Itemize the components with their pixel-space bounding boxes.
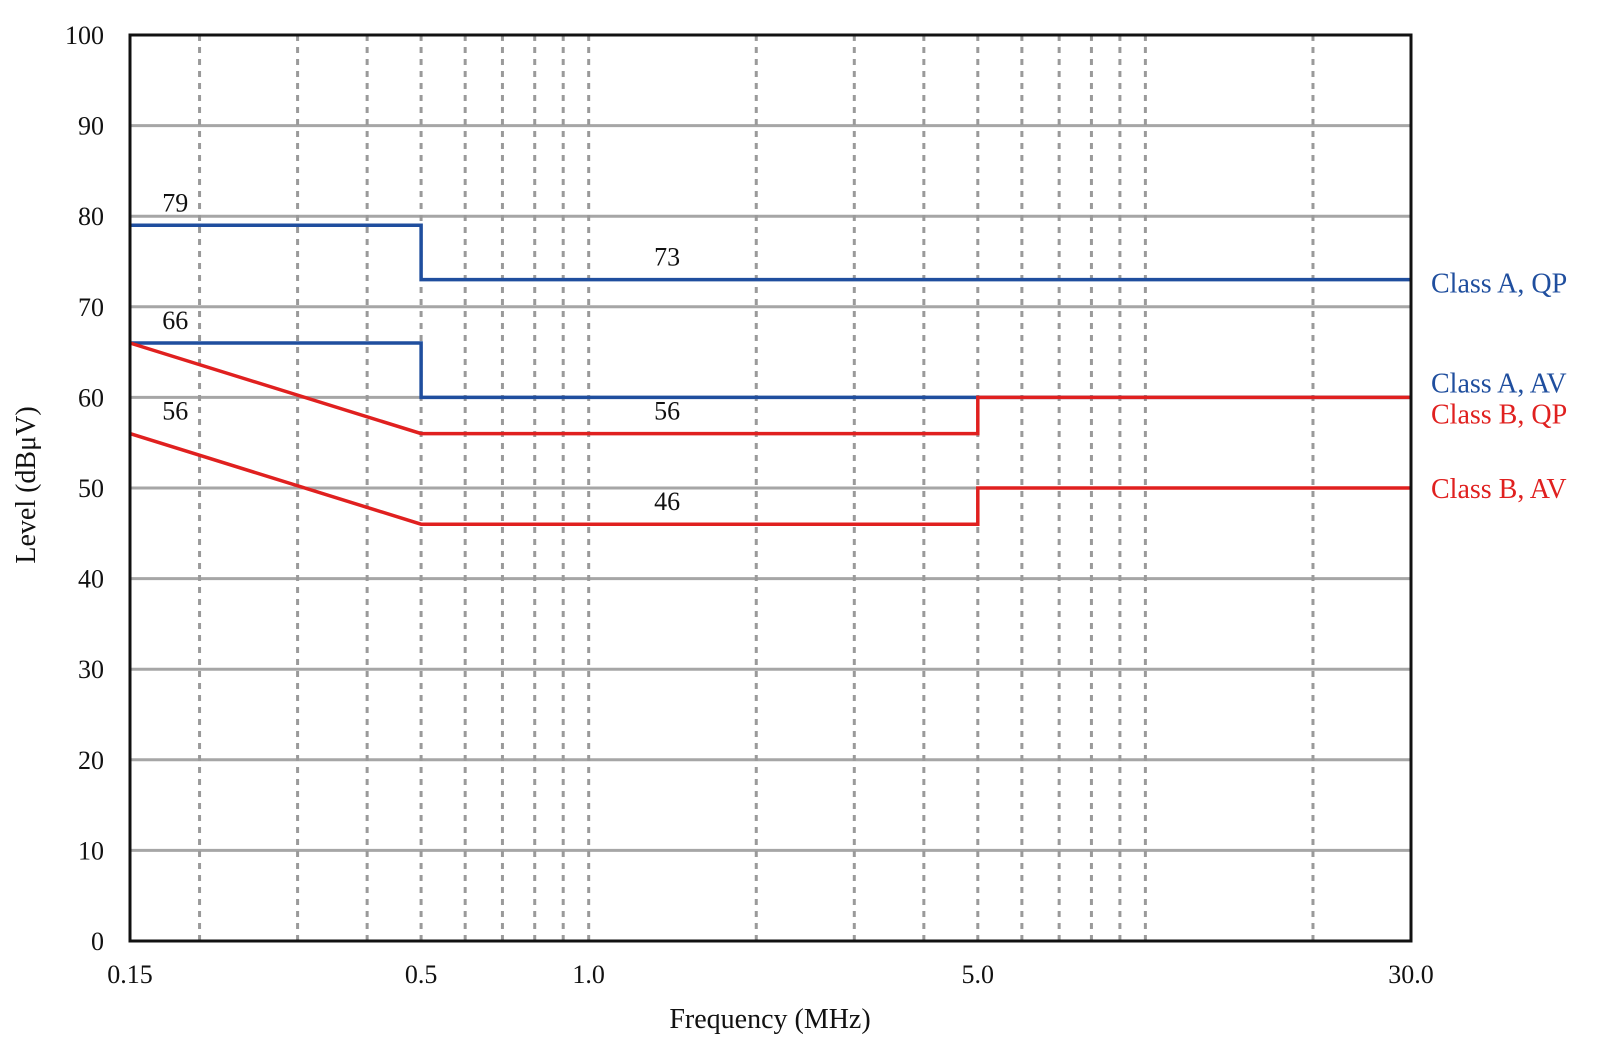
- plot-frame: [128, 33, 1413, 943]
- y-tick-label: 60: [78, 383, 104, 412]
- data-label: 56: [654, 397, 680, 426]
- y-tick-label: 50: [78, 474, 104, 503]
- series-label: Class A, QP: [1431, 269, 1567, 300]
- y-tick-label: 10: [78, 836, 104, 865]
- series-lines: [129, 223, 1411, 526]
- y-tick-label: 80: [78, 202, 104, 231]
- y-tick-labels: 0 10 20 30 40 50 60 70 80 90 100: [65, 21, 104, 956]
- y-tick-label: 100: [65, 21, 104, 50]
- x-axis-title: Frequency (MHz): [669, 1004, 870, 1035]
- data-label: 79: [162, 188, 188, 217]
- x-tick-label: 0.15: [107, 960, 153, 989]
- series-label: Class A, AV: [1431, 368, 1567, 399]
- x-tick-label: 5.0: [962, 960, 995, 989]
- data-label: 46: [654, 487, 680, 516]
- data-label: 56: [162, 397, 188, 426]
- y-tick-label: 0: [91, 927, 104, 956]
- series-label: Class B, AV: [1431, 474, 1567, 505]
- data-label: 73: [654, 243, 680, 272]
- series-label: Class B, QP: [1431, 399, 1567, 430]
- y-tick-label: 40: [78, 565, 104, 594]
- x-tick-label: 0.5: [405, 960, 438, 989]
- series-line: [130, 223, 1411, 282]
- x-tick-label: 1.0: [572, 960, 605, 989]
- series-line: [130, 341, 1411, 400]
- data-label: 66: [162, 306, 188, 335]
- y-tick-label: 30: [78, 655, 104, 684]
- y-tick-label: 90: [78, 112, 104, 141]
- y-tick-label: 20: [78, 746, 104, 775]
- y-tick-label: 70: [78, 293, 104, 322]
- series-line: [129, 341, 1411, 436]
- x-tick-labels: 0.15 0.5 1.0 5.0 30.0: [107, 960, 1434, 989]
- series-line: [129, 431, 1411, 526]
- x-tick-label: 30.0: [1388, 960, 1434, 989]
- data-labels: 79 73 66 56 56 46: [162, 188, 680, 516]
- y-axis-title: Level (dBμV): [11, 406, 42, 563]
